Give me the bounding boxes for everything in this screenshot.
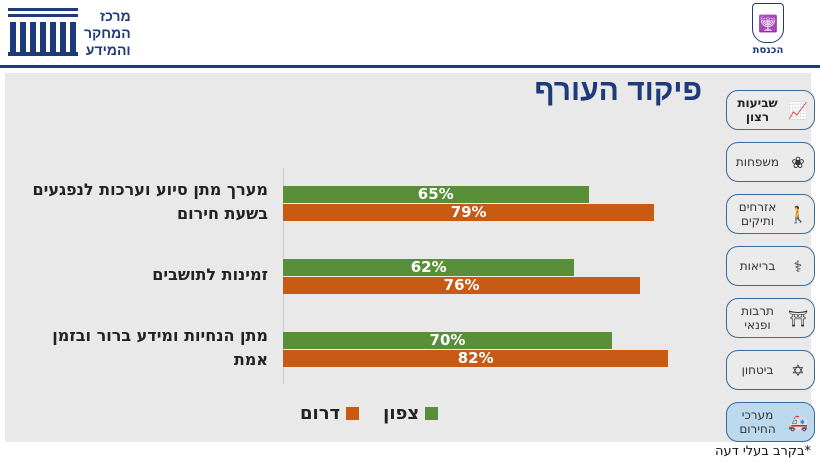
pillars-icon	[8, 8, 78, 56]
research-center-logo: מרכז המחקר והמידע	[8, 8, 131, 59]
center-name-line: והמידע	[85, 42, 131, 58]
sidebar-item[interactable]: ⛩ תרבות ופנאי	[726, 298, 815, 338]
sidebar-item[interactable]: 🚶 אזרחים ותיקים	[726, 194, 815, 234]
knesset-label: הכנסת	[752, 45, 784, 56]
sidebar-item[interactable]: ⚕ בריאות	[726, 246, 815, 286]
content-panel	[5, 73, 811, 442]
center-name-line: מרכז	[99, 8, 131, 24]
data-label: 62%	[410, 258, 447, 276]
stethoscope-icon: ⚕	[793, 256, 803, 276]
category-label: מתן הנחיות ומידע ברור ובזמן אמת	[52, 326, 268, 369]
sidebar-item-label: אזרחים ותיקים	[738, 200, 777, 228]
family-icon: ❀	[791, 152, 805, 172]
data-label: 76%	[443, 276, 480, 294]
chart-axis	[283, 168, 284, 384]
theater-curtain-icon: ⛩	[787, 308, 809, 328]
sidebar-item-label: ביטחון	[741, 363, 774, 377]
ambulance-icon: 🚑	[788, 412, 808, 432]
legend-item-south: דרום	[300, 403, 360, 424]
sidebar-item[interactable]: ✡ ביטחון	[726, 350, 815, 390]
category-label: זמינות לתושבים	[152, 265, 268, 284]
legend-swatch	[346, 407, 360, 420]
footnote: *בקרב בעלי דעה	[715, 444, 812, 459]
bar-south: 82%	[283, 349, 669, 367]
elderly-person-icon: 🚶	[788, 204, 808, 224]
sidebar-item[interactable]: 🚑 מערכי החירום	[726, 402, 815, 442]
bar-north: 65%	[283, 186, 589, 203]
page-title: פיקוד העורף	[534, 74, 702, 107]
bar-north: 62%	[283, 258, 575, 276]
sidebar-item-label: משפחות	[735, 155, 780, 169]
data-label: 65%	[417, 185, 454, 203]
chart-legend: צפון דרום	[300, 403, 439, 424]
sidebar-item-label: בריאות	[739, 259, 776, 273]
star-of-david-icon: ✡	[791, 360, 805, 380]
data-label: 82%	[457, 349, 494, 367]
menorah-emblem-icon: 🕎	[752, 3, 784, 43]
header: מרכז המחקר והמידע 🕎 הכנסת	[0, 0, 820, 68]
bar-south: 76%	[283, 276, 641, 294]
legend-label: דרום	[300, 403, 341, 424]
category-label: מערך מתן סיוע וערכות לנפגעים בשעת חירום	[32, 180, 269, 223]
legend-label: צפון	[383, 403, 420, 424]
data-label: 70%	[429, 331, 466, 349]
knesset-logo: 🕎 הכנסת	[750, 3, 786, 56]
sidebar-item-label: תרבות ופנאי	[741, 304, 774, 332]
bar-south: 79%	[283, 203, 655, 221]
data-label: 79%	[450, 203, 487, 221]
chart-line-icon: 📈	[788, 100, 808, 120]
bar-north: 70%	[283, 332, 612, 349]
sidebar-item-label: מערכי החירום	[739, 408, 776, 436]
legend-swatch	[425, 407, 439, 420]
sidebar-item-label: שביעות רצון	[737, 96, 778, 124]
sidebar-item[interactable]: ❀ משפחות	[726, 142, 815, 182]
center-name-line: המחקר	[84, 25, 131, 41]
legend-item-north: צפון	[383, 403, 439, 424]
sidebar-item[interactable]: 📈 שביעות רצון	[726, 90, 815, 130]
